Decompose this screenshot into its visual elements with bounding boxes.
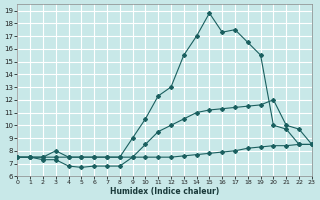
- X-axis label: Humidex (Indice chaleur): Humidex (Indice chaleur): [110, 187, 219, 196]
